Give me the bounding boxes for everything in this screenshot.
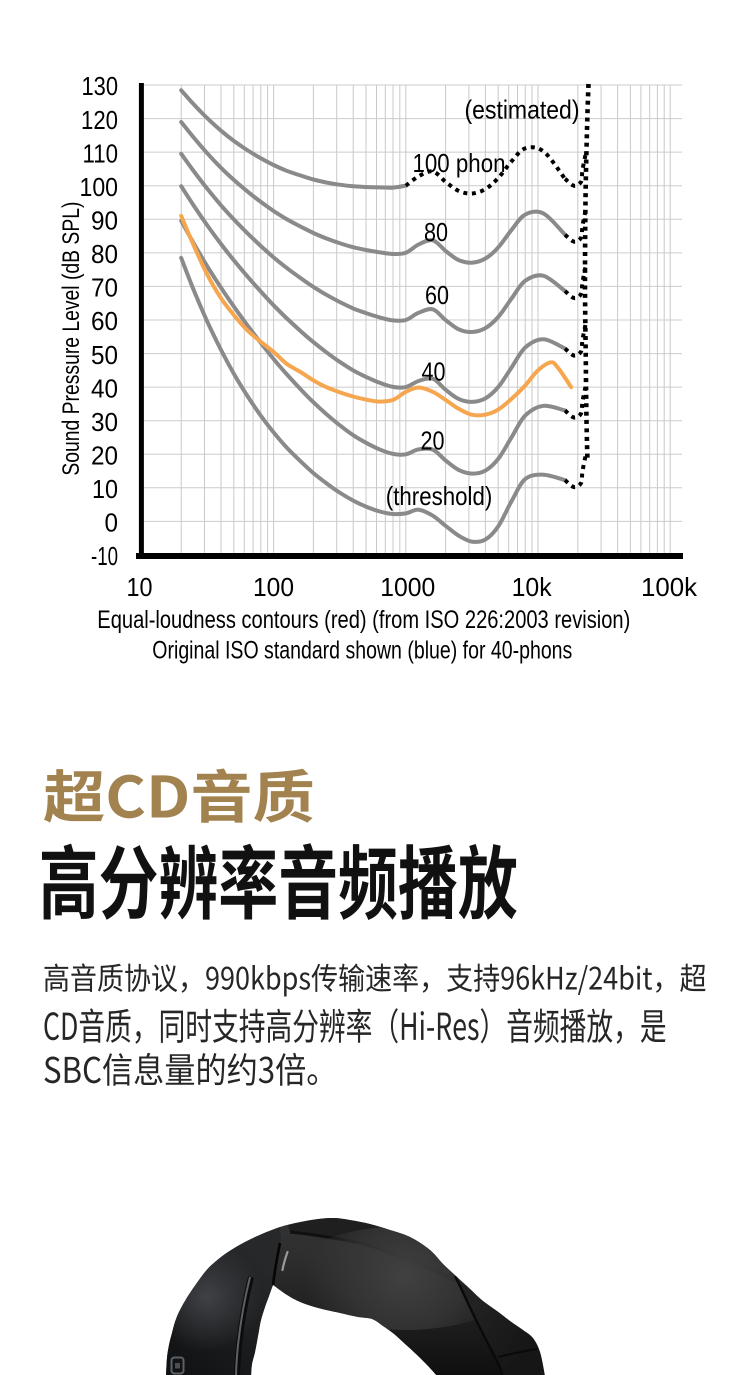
svg-text:80: 80 bbox=[91, 239, 118, 269]
svg-text:110: 110 bbox=[83, 138, 119, 168]
svg-text:70: 70 bbox=[91, 273, 118, 303]
svg-text:120: 120 bbox=[81, 105, 118, 135]
svg-text:130: 130 bbox=[82, 71, 119, 101]
svg-text:100: 100 bbox=[253, 572, 294, 602]
svg-text:40: 40 bbox=[91, 373, 118, 403]
svg-text:10k: 10k bbox=[512, 572, 553, 602]
svg-text:10: 10 bbox=[127, 572, 153, 602]
svg-text:Original ISO standard shown (b: Original ISO standard shown (blue) for 4… bbox=[152, 637, 572, 665]
svg-text:40: 40 bbox=[422, 356, 446, 386]
svg-text:1000: 1000 bbox=[380, 572, 435, 602]
svg-text:100k: 100k bbox=[641, 572, 698, 602]
svg-text:30: 30 bbox=[91, 407, 118, 437]
svg-text:(threshold): (threshold) bbox=[386, 481, 493, 511]
svg-text:0: 0 bbox=[105, 508, 119, 538]
svg-text:20: 20 bbox=[421, 426, 445, 456]
svg-text:90: 90 bbox=[91, 206, 118, 236]
svg-text:20: 20 bbox=[91, 441, 118, 471]
svg-text:(estimated): (estimated) bbox=[465, 95, 580, 125]
svg-text:100: 100 bbox=[80, 172, 119, 202]
svg-text:100 phon: 100 phon bbox=[413, 148, 506, 178]
svg-text:10: 10 bbox=[92, 474, 118, 504]
svg-text:Equal-loudness contours (red): Equal-loudness contours (red) (from ISO … bbox=[97, 606, 630, 634]
svg-text:50: 50 bbox=[91, 340, 118, 370]
svg-text:60: 60 bbox=[425, 280, 449, 310]
svg-text:60: 60 bbox=[91, 306, 118, 336]
svg-text:80: 80 bbox=[424, 217, 448, 247]
svg-text:Sound Pressure Level (dB SPL): Sound Pressure Level (dB SPL) bbox=[58, 202, 85, 476]
svg-text:-10: -10 bbox=[91, 541, 118, 571]
